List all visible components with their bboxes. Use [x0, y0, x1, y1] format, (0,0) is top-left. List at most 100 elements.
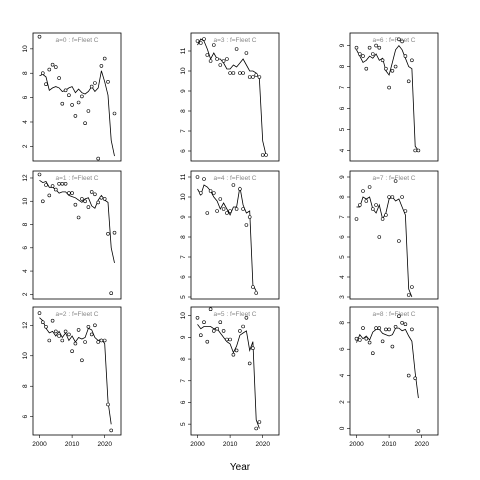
panel-0-ytick-label-2: 6 — [22, 95, 29, 99]
panel-4-observed-point-1 — [199, 191, 203, 195]
panel-1-observed-point-10 — [70, 191, 74, 195]
panel-4-observed-point-12 — [234, 207, 239, 211]
panel-3-observed-point-18 — [254, 73, 259, 77]
panel-4-frame — [190, 170, 280, 300]
panel-6-ytick-label-4: 8 — [339, 64, 346, 68]
panel-1-label: a=1 : f=Fleet C — [56, 175, 99, 182]
panel-5-observed-point-9 — [225, 337, 229, 342]
panel-1-observed-point-12 — [76, 215, 81, 220]
panel-4-observed-point-5 — [212, 191, 216, 195]
panel-0-ytick-label-4: 10 — [22, 45, 29, 53]
panel-1-observed-point-4 — [50, 184, 55, 188]
panel-5-label: a=5 : f=Fleet C — [214, 311, 257, 318]
panel-1-frame — [32, 170, 122, 300]
panel-8-observed-point-7 — [377, 326, 382, 330]
panel-8-ytick-label-1: 2 — [339, 400, 346, 404]
panel-1-observed-point-19 — [99, 196, 104, 200]
panel-5-observed-point-17 — [251, 346, 255, 351]
panel-1-ytick-label-2: 6 — [22, 246, 29, 250]
panel-6-observed-point-1 — [357, 52, 362, 56]
panel-6-observed-point-12 — [393, 64, 398, 69]
panel-8-observed-point-4 — [367, 340, 372, 345]
panel-2-observed-point-3 — [47, 338, 52, 343]
panel-1-fitted-line — [39, 179, 115, 263]
panel-4-observed-point-10 — [228, 209, 232, 213]
panel-0-observed-point-10 — [70, 103, 74, 107]
panel-0-observed-point-14 — [83, 121, 87, 125]
panel-4-ytick-label-1: 6 — [180, 275, 187, 279]
panel-7-observed-point-6 — [374, 203, 378, 207]
panel-0-fitted-line — [39, 70, 115, 157]
panel-0-observed-point-17 — [93, 81, 97, 85]
panel-0-observed-point-21 — [106, 80, 110, 84]
panel-3-observed-point-13 — [238, 71, 242, 75]
panel-8-observed-point-17 — [410, 327, 414, 332]
panel-2-observed-point-2 — [44, 324, 48, 329]
panel-3-observed-point-14 — [241, 71, 245, 75]
panel-8-observed-point-15 — [403, 322, 408, 327]
panel-1-observed-point-22 — [109, 291, 113, 296]
panel-5-observed-point-5 — [212, 329, 216, 333]
panel-5-observed-point-12 — [234, 348, 239, 353]
panel-6-observed-point-4 — [367, 45, 372, 50]
panel-2-observed-point-1 — [40, 320, 45, 325]
panel-6-ytick-label-0: 4 — [339, 148, 346, 152]
panel-1-observed-point-0 — [37, 172, 42, 177]
panel-1-observed-point-18 — [96, 200, 100, 205]
panel-5-observed-point-4 — [208, 307, 213, 312]
panel-1-observed-point-23 — [112, 230, 117, 235]
panel-6-ytick-label-3: 7 — [339, 85, 346, 89]
panel-8-observed-point-16 — [406, 373, 411, 378]
panel-0-observed-point-11 — [73, 114, 78, 118]
panel-2-xtick-label-1: 2010 — [65, 441, 80, 448]
panel-0-observed-point-4 — [50, 62, 55, 67]
panel-3-observed-point-6 — [215, 57, 219, 61]
panel-4-observed-point-17 — [251, 285, 255, 289]
panel-5-frame — [190, 306, 280, 436]
panel-7-ytick-label-3: 6 — [339, 235, 346, 239]
panel-3-ytick-label-4: 10 — [180, 67, 187, 75]
panel-5-xtick-label-0: 2000 — [190, 441, 205, 448]
panel-3-ytick-label-5: 11 — [180, 47, 187, 54]
panel-4-observed-point-2 — [202, 177, 206, 181]
panel-1-observed-point-1 — [40, 199, 45, 204]
panel-0-observed-point-23 — [112, 111, 117, 116]
panel-3-ytick-label-2: 8 — [180, 109, 187, 113]
panel-8-observed-point-5 — [370, 351, 375, 356]
panel-2-observed-point-10 — [70, 349, 74, 354]
panel-6-observed-point-14 — [400, 39, 404, 44]
panel-4-observed-point-7 — [218, 197, 223, 201]
panel-0-ytick-label-0: 2 — [22, 144, 29, 148]
panel-6-observed-point-19 — [416, 148, 421, 153]
panel-2-observed-point-12 — [76, 328, 81, 332]
panel-5-observed-point-16 — [247, 361, 252, 366]
panel-4-fitted-line — [197, 184, 257, 292]
panel-3-observed-point-8 — [221, 59, 226, 63]
panel-7-frame — [349, 170, 439, 300]
panel-0-observed-point-13 — [80, 94, 84, 99]
panel-2-observed-point-11 — [73, 341, 78, 346]
panel-0-observed-point-3 — [47, 67, 52, 72]
panel-6-observed-point-2 — [361, 54, 365, 58]
panel-3-label: a=3 : f=Fleet C — [214, 37, 257, 44]
panel-2-observed-point-13 — [80, 358, 84, 363]
panel-4-ytick-label-0: 5 — [180, 295, 187, 299]
panel-2-observed-point-17 — [93, 323, 97, 328]
panel-2-frame — [32, 306, 122, 436]
panel-4-ytick-label-5: 10 — [180, 193, 187, 201]
panel-7-ytick-label-0: 3 — [339, 295, 346, 299]
panel-6-label: a=6 : f=Fleet C — [373, 37, 416, 44]
panel-3-observed-point-20 — [260, 153, 265, 157]
panel-6-observed-point-3 — [364, 66, 369, 71]
panel-8-observed-point-19 — [416, 429, 421, 433]
panel-7-observed-point-3 — [364, 199, 369, 203]
panel-2-observed-point-0 — [37, 311, 42, 315]
panel-6-frame — [349, 32, 439, 162]
panel-2-ytick-label-1: 8 — [22, 384, 29, 388]
panel-5-xtick-label-2: 2020 — [255, 441, 270, 448]
panel-8-fitted-line — [356, 327, 419, 399]
panel-1-ytick-label-5: 12 — [22, 174, 29, 182]
panel-4-label: a=4 : f=Fleet C — [214, 175, 257, 182]
panel-2-ytick-label-0: 6 — [22, 415, 29, 419]
